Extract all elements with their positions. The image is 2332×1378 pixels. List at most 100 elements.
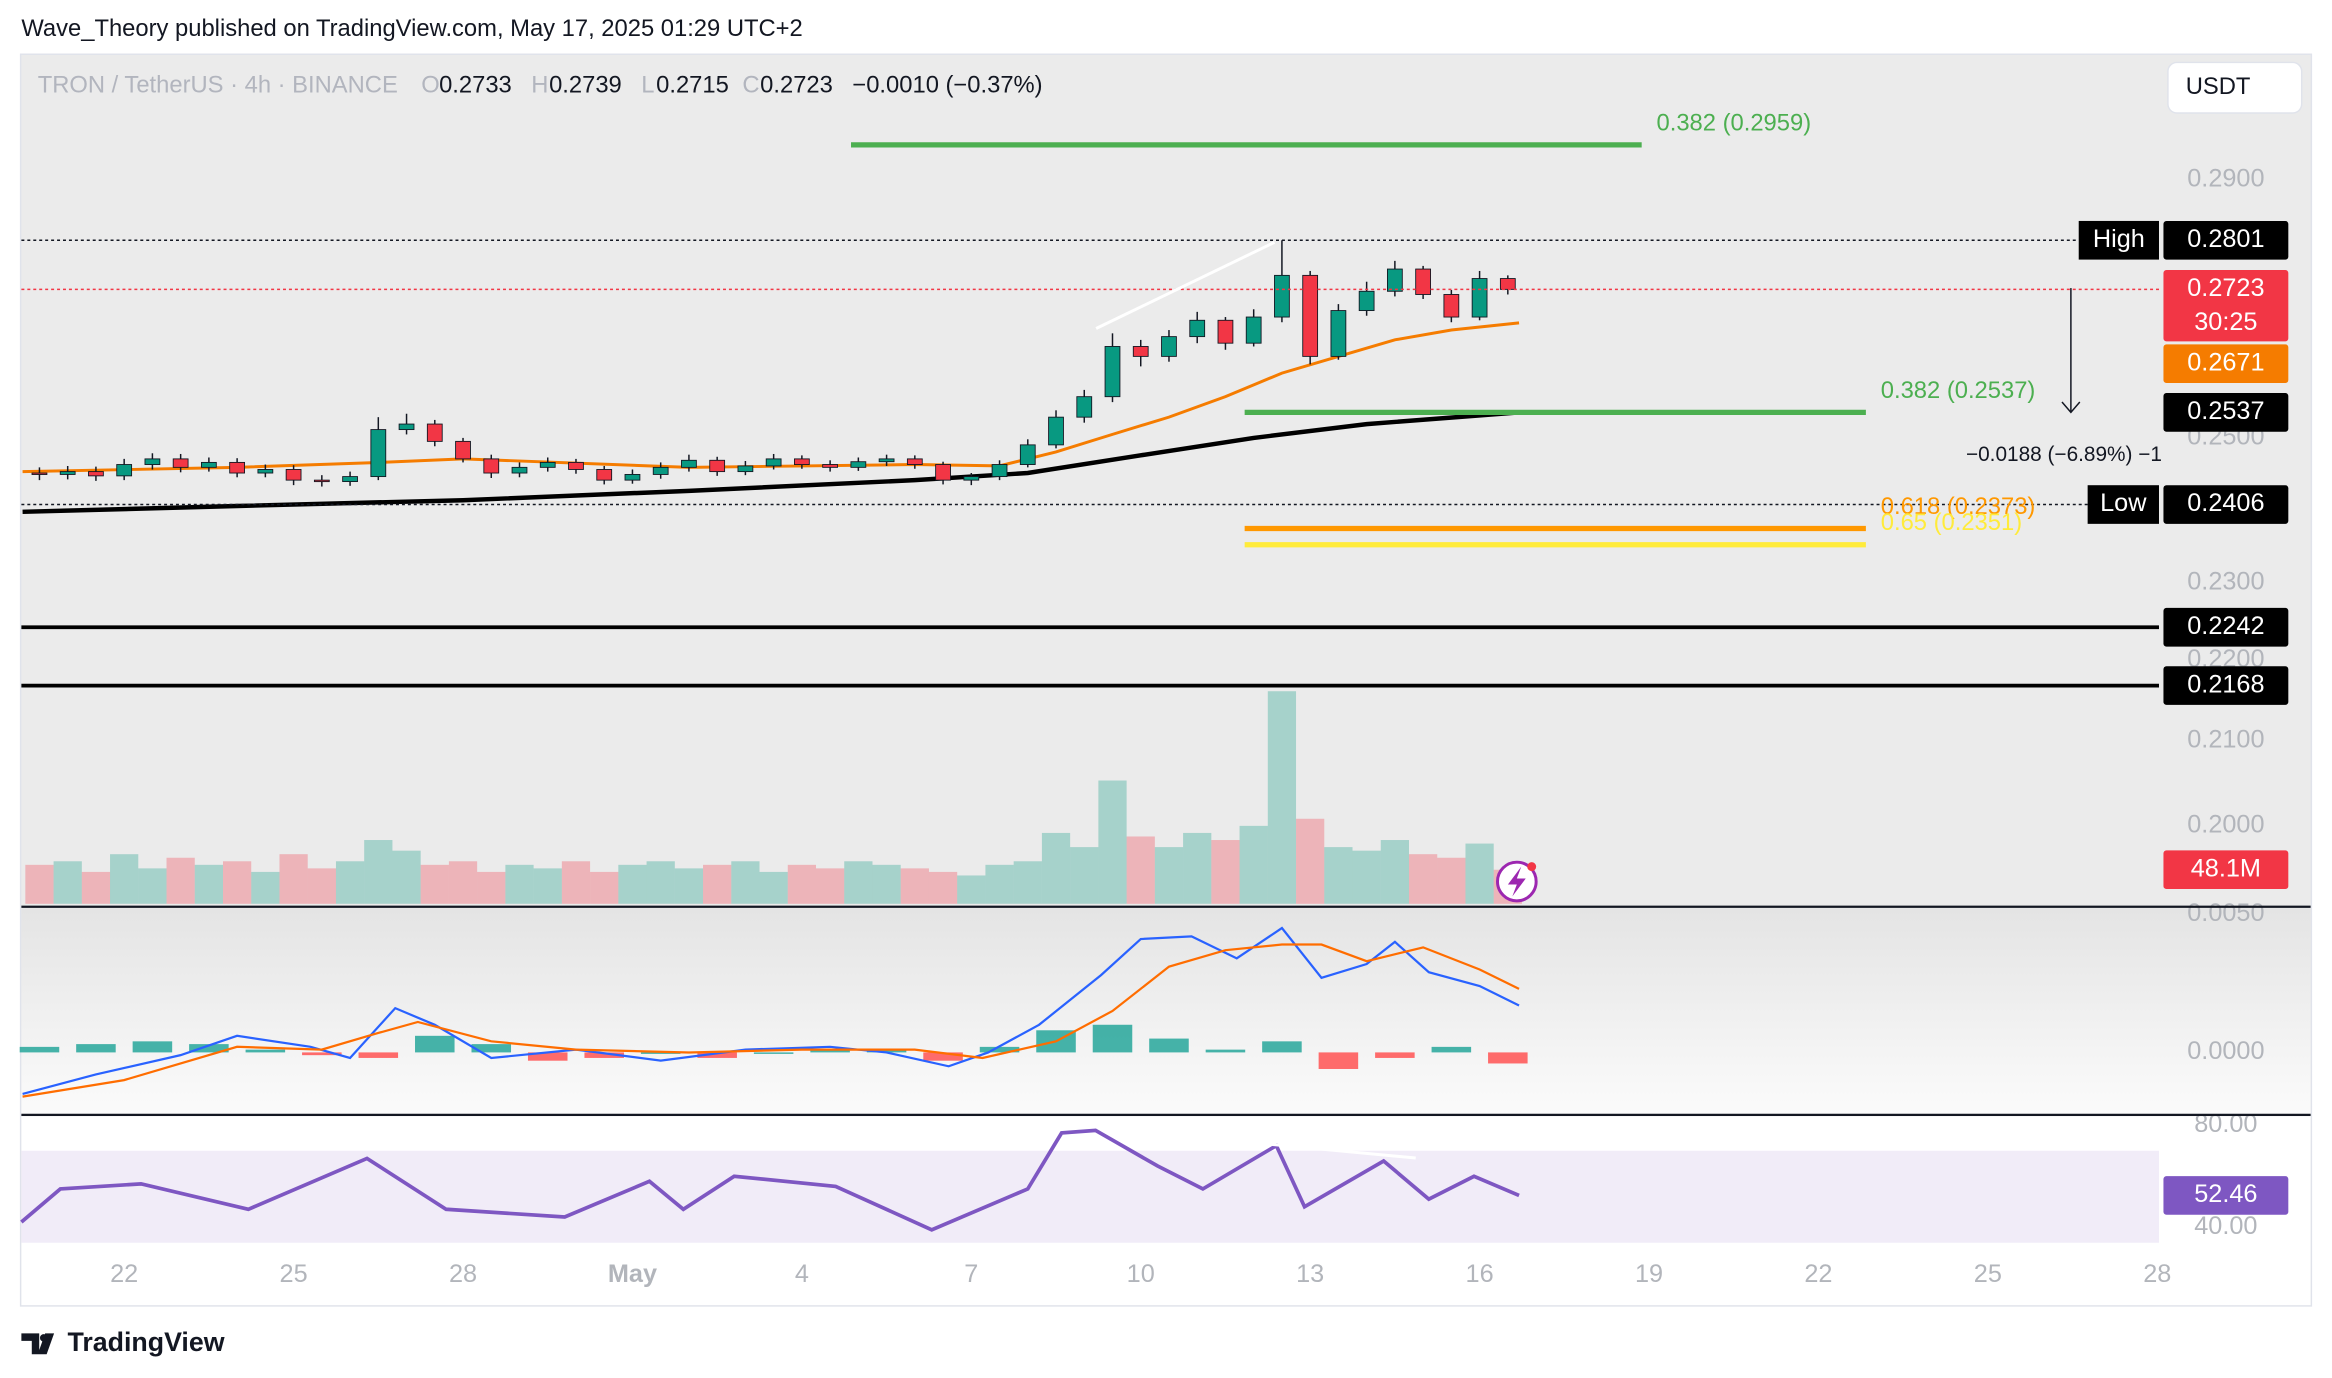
ohlc-key: O — [421, 71, 440, 98]
macd-histogram — [1092, 1024, 1133, 1053]
macd-line — [22, 926, 1520, 1096]
price-badge-label: 0.2168 — [2187, 670, 2264, 698]
marker-tag-label: Low — [2100, 489, 2147, 517]
alert-icon[interactable] — [1496, 860, 1538, 903]
volume-bar — [618, 864, 647, 904]
volume-bar — [53, 861, 82, 904]
symbol-legend: TRON / TetherUS · 4h · BINANCE O 0.2733 … — [38, 71, 1043, 98]
candle-body — [59, 471, 76, 475]
macd-histogram — [189, 1044, 229, 1053]
volume-bar — [1041, 832, 1071, 904]
ohlc-key: C — [742, 71, 759, 98]
volume-bar — [223, 861, 252, 904]
price-badge-label: 0.2406 — [2187, 489, 2264, 517]
candle-body — [1415, 268, 1431, 295]
volume-bar — [787, 864, 816, 904]
volume-bar — [815, 868, 845, 904]
volume-bar — [1070, 847, 1099, 904]
macd-histogram — [19, 1046, 60, 1053]
macd-histogram — [866, 1049, 907, 1053]
macd-histogram — [471, 1044, 512, 1053]
candle-body — [794, 458, 810, 465]
volume-bar — [1408, 854, 1438, 904]
volume-bar — [985, 864, 1014, 904]
candle-body — [370, 429, 387, 478]
volume-bar — [364, 840, 393, 904]
volume-bar — [477, 871, 506, 904]
fib-label: 0.65 (0.2351) — [1881, 509, 2022, 536]
macd-histogram — [697, 1052, 737, 1058]
x-tick-label: 28 — [449, 1260, 477, 1288]
ohlc-value: 0.2715 — [656, 71, 729, 98]
x-tick-label: 16 — [1466, 1260, 1494, 1288]
marker-tag-label: High — [2093, 225, 2145, 253]
candle-body — [1274, 274, 1290, 318]
volume-bar — [1437, 857, 1466, 904]
candle-body — [709, 459, 726, 473]
macd-histogram — [1149, 1038, 1189, 1053]
candle-body — [850, 461, 867, 468]
marker-tag — [2087, 485, 2159, 524]
measure-label: −0.0188 (−6.89%) −1 — [1966, 443, 2162, 466]
price-badge — [2163, 220, 2289, 260]
macd-histogram — [640, 1052, 681, 1054]
volume-bar — [1126, 836, 1155, 904]
volume-bar — [900, 868, 929, 904]
x-tick-label: May — [608, 1260, 657, 1288]
candle-body — [765, 458, 782, 467]
volume-bar — [1296, 818, 1325, 904]
macd-pane — [21, 908, 2311, 1115]
candle-body — [511, 466, 528, 474]
measure-arrowhead — [2061, 401, 2081, 414]
volume-bar — [335, 861, 365, 904]
brand: TradingView — [67, 1327, 224, 1357]
currency[interactable]: USDT — [2186, 73, 2251, 100]
candle-body — [1217, 319, 1234, 344]
volume-bar — [1324, 847, 1353, 904]
price-badge — [2163, 270, 2289, 342]
macd-histogram — [979, 1046, 1020, 1053]
candle-body — [1499, 278, 1516, 290]
volume-bar — [561, 861, 591, 904]
macd-histogram — [302, 1052, 342, 1056]
volume-bar — [307, 868, 336, 904]
price-badge-label: 0.2537 — [2187, 397, 2264, 425]
candle-body — [991, 464, 1008, 478]
fib-label: 0.382 (0.2959) — [1657, 109, 1812, 136]
candle-body — [568, 461, 584, 470]
price-badge — [2163, 485, 2289, 524]
volume-bar — [590, 871, 619, 904]
macd-histogram — [76, 1044, 116, 1053]
marker-tag — [2078, 220, 2159, 260]
candle-body — [963, 476, 980, 481]
macd-histogram — [415, 1035, 455, 1053]
macd-histogram — [1488, 1052, 1528, 1064]
x-tick-label: 25 — [1974, 1260, 2002, 1288]
x-tick-label: 22 — [110, 1260, 138, 1288]
macd-histogram — [1205, 1049, 1246, 1053]
volume-bar — [1465, 843, 1494, 904]
price-badge-label: 48.1M — [2191, 854, 2261, 882]
candle-body — [1245, 316, 1262, 344]
volume-bar — [251, 871, 280, 904]
plot: 0.29000.25000.23000.22000.21000.20000.00… — [19, 109, 2311, 1288]
candle-body — [455, 440, 471, 460]
volume-bar — [872, 864, 901, 904]
volume-bar — [928, 871, 958, 904]
y-tick-label: 0.2300 — [2187, 568, 2264, 596]
price-badge — [2163, 393, 2289, 432]
currency-button[interactable] — [2167, 61, 2303, 114]
price-badge — [2163, 1176, 2289, 1215]
ohlc-change: −0.0010 (−0.37%) — [852, 71, 1042, 98]
volume-bar — [533, 868, 562, 904]
volume-bar — [1013, 861, 1042, 904]
fib-label: 0.382 (0.2537) — [1881, 377, 2036, 404]
candle-body — [1471, 278, 1488, 318]
volume-bar — [759, 871, 788, 904]
x-tick-label: 13 — [1296, 1260, 1324, 1288]
candle-body — [539, 461, 556, 468]
y-tick-label: 0.0000 — [2187, 1037, 2264, 1065]
macd-histogram — [1318, 1052, 1359, 1069]
candle-body — [1302, 274, 1319, 357]
